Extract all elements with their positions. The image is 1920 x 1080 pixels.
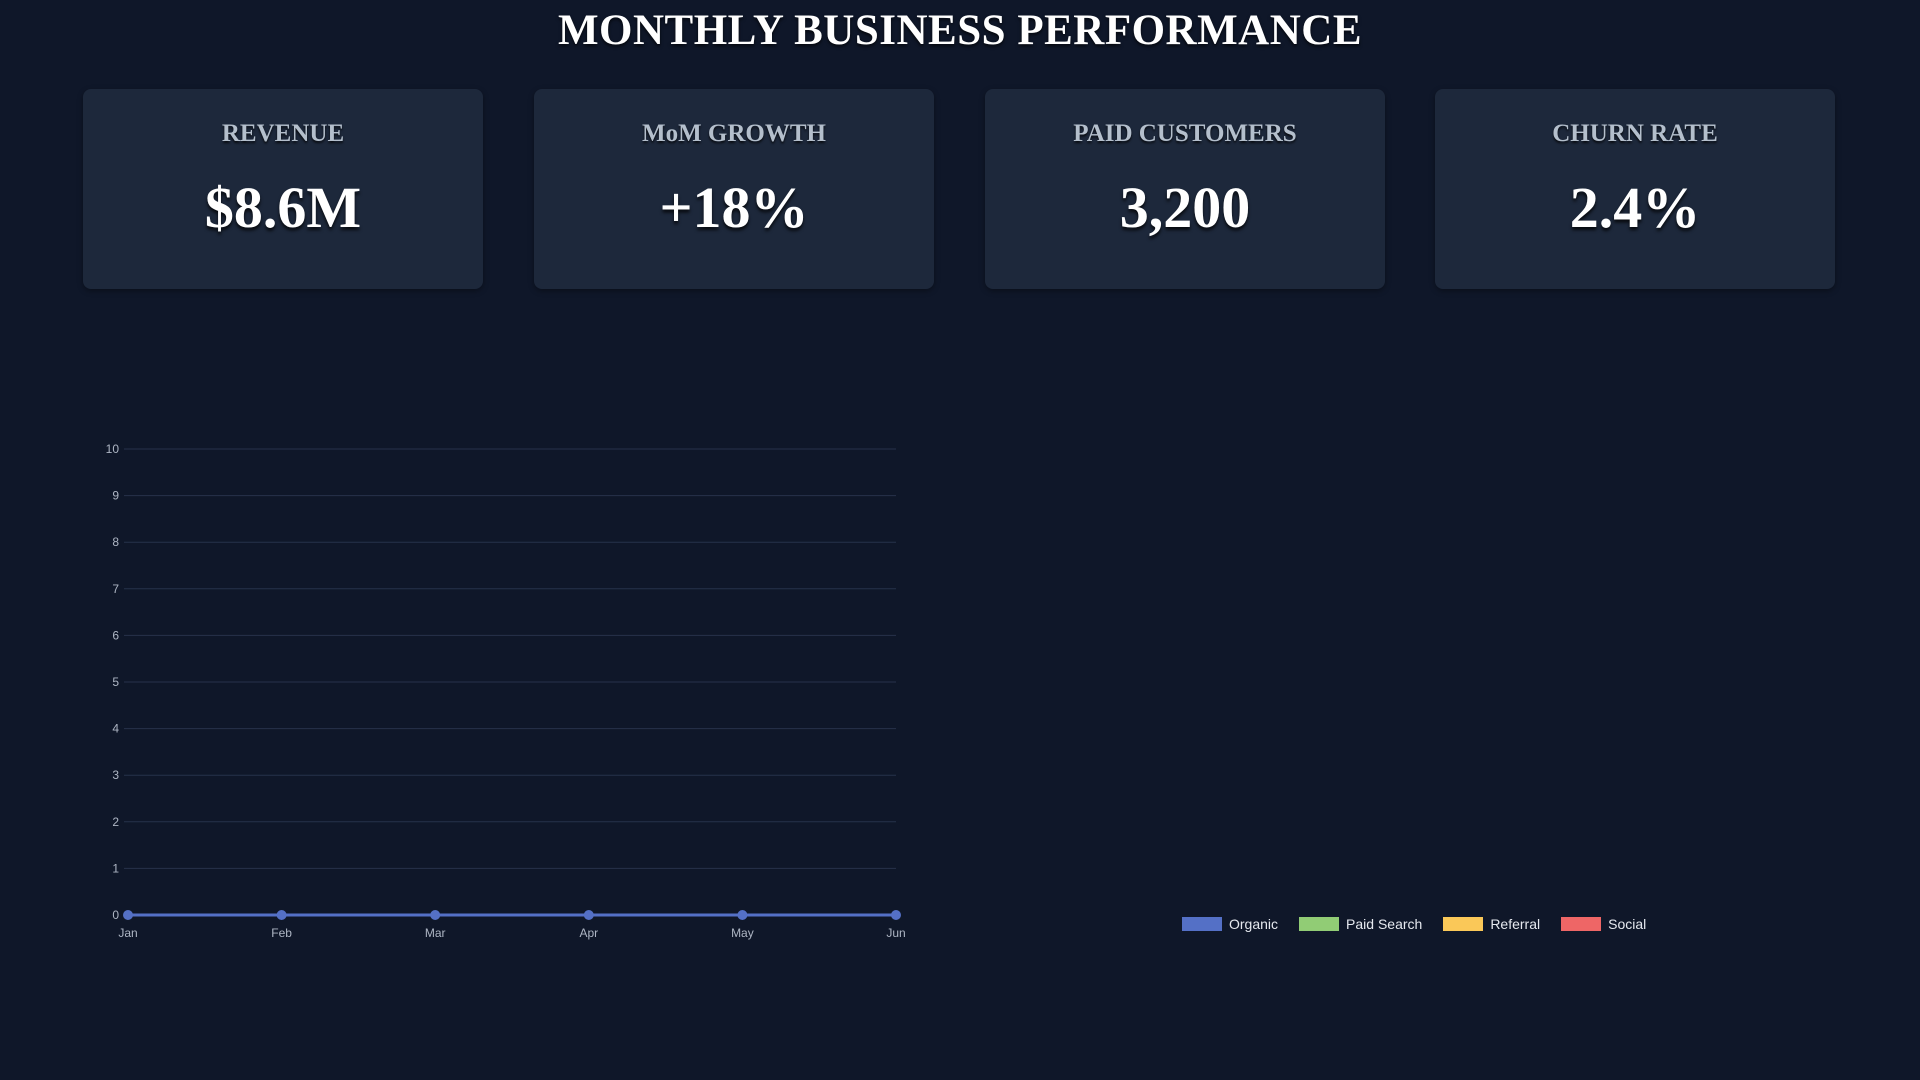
kpi-label: REVENUE bbox=[221, 120, 345, 147]
kpi-value: 3,200 bbox=[1119, 175, 1251, 240]
x-tick-label: Jan bbox=[118, 926, 137, 940]
y-tick-label: 4 bbox=[112, 722, 119, 736]
x-tick-label: Feb bbox=[271, 926, 292, 940]
data-point bbox=[430, 910, 441, 920]
y-tick-label: 5 bbox=[112, 675, 119, 689]
kpi-card-churn-rate: CHURN RATE 2.4% bbox=[1435, 89, 1835, 289]
data-point bbox=[123, 910, 133, 920]
legend-swatch-referral bbox=[1443, 917, 1484, 931]
page-title: MONTHLY BUSINESS PERFORMANCE bbox=[557, 7, 1363, 54]
legend-label: Social bbox=[1608, 916, 1647, 932]
data-point bbox=[583, 910, 594, 920]
kpi-label: MoM GROWTH bbox=[641, 120, 826, 147]
y-tick-label: 1 bbox=[112, 861, 119, 875]
kpi-value: $8.6M bbox=[204, 175, 362, 240]
y-tick-label: 2 bbox=[112, 815, 119, 829]
legend-item-paid-search[interactable]: Paid Search bbox=[1299, 916, 1422, 932]
legend-label: Organic bbox=[1229, 916, 1279, 932]
legend-item-referral[interactable]: Referral bbox=[1443, 916, 1540, 932]
kpi-card-revenue: REVENUE $8.6M bbox=[83, 89, 483, 289]
kpi-value: 2.4% bbox=[1569, 175, 1701, 240]
data-point bbox=[891, 910, 901, 920]
y-tick-label: 10 bbox=[106, 442, 120, 456]
legend-label: Paid Search bbox=[1346, 916, 1423, 932]
line-chart: 0 1 2 3 4 5 6 7 8 9 10 Jan Feb Mar Apr May Jun bbox=[106, 442, 906, 940]
y-tick-label: 0 bbox=[112, 908, 119, 922]
y-tick-label: 6 bbox=[112, 628, 119, 642]
x-tick-label: Jun bbox=[886, 926, 905, 940]
pie-chart-legend: Organic Paid Search Referral Social bbox=[1182, 916, 1667, 932]
y-tick-label: 7 bbox=[112, 582, 119, 596]
kpi-value: +18% bbox=[659, 175, 809, 240]
kpi-label: PAID CUSTOMERS bbox=[1073, 120, 1297, 147]
legend-label: Referral bbox=[1490, 916, 1541, 932]
x-tick-label: May bbox=[731, 926, 754, 940]
data-point bbox=[276, 910, 287, 920]
legend-item-organic[interactable]: Organic bbox=[1182, 916, 1278, 932]
x-tick-label: Apr bbox=[579, 926, 598, 940]
y-tick-label: 3 bbox=[112, 768, 119, 782]
kpi-label: CHURN RATE bbox=[1552, 120, 1718, 147]
kpi-card-paid-customers: PAID CUSTOMERS 3,200 bbox=[985, 89, 1385, 289]
kpi-card-mom-growth: MoM GROWTH +18% bbox=[534, 89, 934, 289]
legend-swatch-social bbox=[1561, 917, 1602, 931]
data-point bbox=[737, 910, 748, 920]
y-tick-label: 9 bbox=[112, 489, 119, 503]
x-tick-label: Mar bbox=[425, 926, 446, 940]
y-tick-label: 8 bbox=[112, 535, 119, 549]
legend-swatch-organic bbox=[1182, 917, 1222, 931]
legend-swatch-paid-search bbox=[1299, 917, 1340, 931]
legend-item-social[interactable]: Social bbox=[1561, 916, 1646, 932]
